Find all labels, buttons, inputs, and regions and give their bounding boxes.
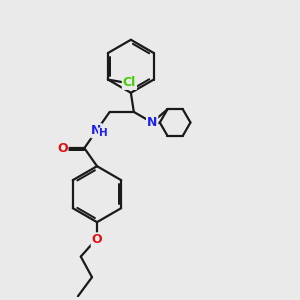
Text: O: O [57,142,68,154]
Text: N: N [91,124,102,137]
Text: Cl: Cl [123,76,136,89]
Text: N: N [147,116,158,129]
Text: O: O [92,233,102,246]
Text: H: H [99,128,107,138]
